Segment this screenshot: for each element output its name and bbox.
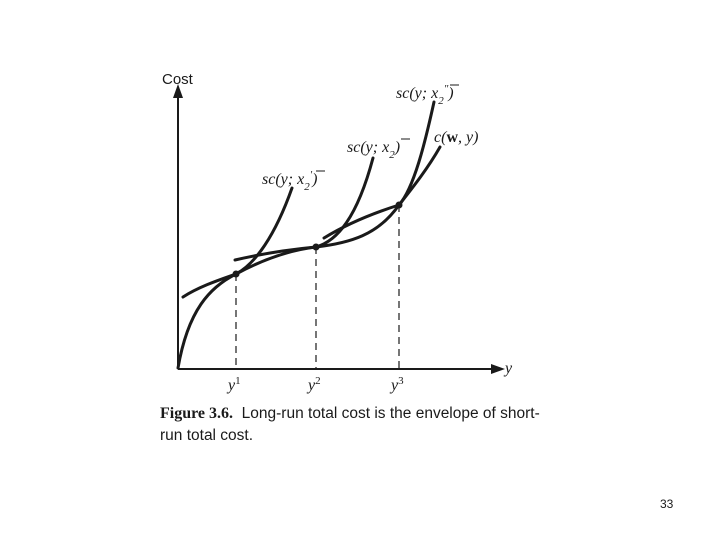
figure-caption: Figure 3.6. Long-run total cost is the e… [160, 403, 540, 447]
y-axis-label: Cost [162, 71, 194, 88]
x-axis-label: y [503, 360, 513, 377]
label-sc-x2-prime: sc(y; x2′) [262, 169, 325, 193]
tick-label-y1: y1 [226, 375, 241, 394]
label-sc-x2: sc(y; x2) [347, 138, 410, 161]
svg-text:sc(y; x2′): sc(y; x2′) [262, 169, 317, 193]
page-number: 33 [660, 497, 674, 511]
svg-text:c(w, y): c(w, y) [434, 129, 478, 146]
short-run-cost-curve-1 [181, 186, 294, 299]
tangency-point-1 [232, 270, 240, 278]
figure-label: Figure 3.6. [160, 405, 234, 422]
x-axis-arrow [491, 364, 505, 374]
tangency-point-3 [395, 201, 403, 209]
label-long-run-cost: c(w, y) [434, 129, 478, 146]
label-sc-x2-double-prime: sc(y; x2″) [396, 83, 459, 107]
caption-text: Long-run total cost is the envelope of s… [160, 405, 540, 444]
svg-text:sc(y; x2″): sc(y; x2″) [396, 83, 454, 107]
tick-label-y3: y3 [389, 375, 404, 394]
y-axis-arrow [173, 84, 183, 98]
tick-label-y2: y2 [306, 375, 321, 394]
short-run-cost-curve-3 [322, 100, 436, 240]
svg-text:sc(y; x2): sc(y; x2) [347, 139, 400, 161]
tangency-point-2 [312, 243, 320, 251]
